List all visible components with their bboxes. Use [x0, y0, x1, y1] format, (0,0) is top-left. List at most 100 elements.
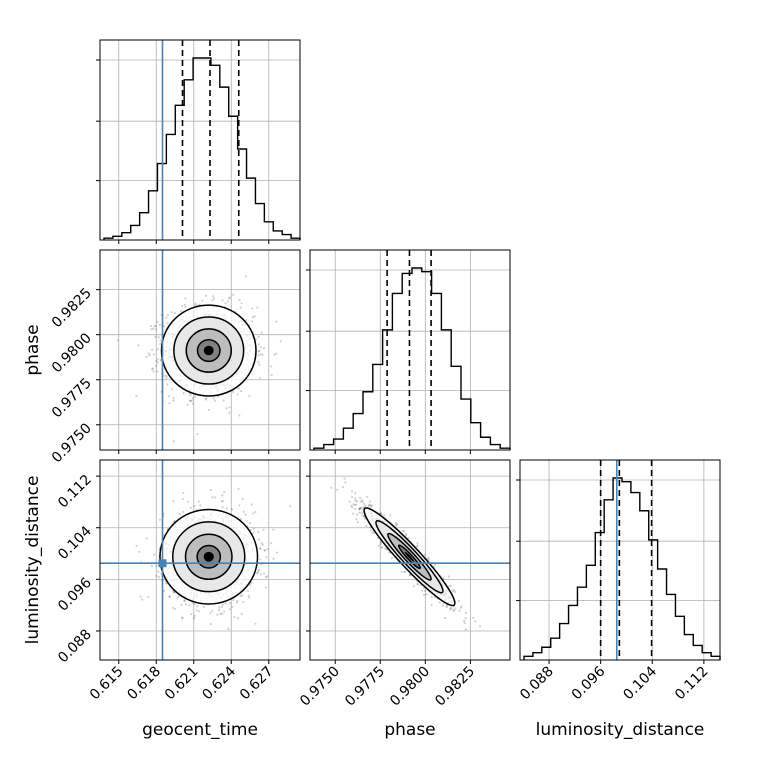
y-tick-label: 0.088	[55, 626, 95, 666]
scatter-point	[449, 608, 452, 611]
histogram-step	[523, 477, 721, 660]
scatter-point	[192, 402, 195, 405]
scatter-point	[257, 350, 260, 353]
scatter-point	[368, 500, 372, 503]
scatter-point	[401, 529, 405, 532]
x-tick-label: 0.104	[620, 663, 660, 703]
scatter-point	[235, 601, 238, 604]
y-axis-label-phase: phase	[23, 324, 43, 375]
panel-frame	[309, 249, 511, 451]
scatter-point	[353, 503, 357, 506]
scatter-point	[367, 504, 371, 507]
scatter-point	[181, 617, 184, 620]
scatter-point	[354, 507, 357, 511]
panel-frame	[99, 459, 301, 661]
scatter-point	[168, 595, 171, 598]
scatter-point	[361, 514, 364, 517]
scatter-point	[170, 311, 173, 314]
scatter-point	[273, 353, 276, 356]
scatter-point	[380, 546, 383, 549]
scatter-point	[365, 524, 368, 528]
scatter-point	[211, 496, 214, 499]
scatter-point	[232, 598, 235, 602]
x-tick-label: 0.088	[517, 664, 557, 704]
scatter-point	[348, 500, 351, 503]
scatter-point	[189, 399, 192, 402]
scatter-point	[260, 542, 263, 545]
scatter-point	[270, 365, 273, 368]
scatter-point	[279, 340, 282, 343]
scatter-point	[233, 615, 236, 619]
density-layer	[116, 275, 282, 443]
scatter-point	[207, 408, 211, 412]
scatter-point	[157, 570, 160, 573]
scatter-point	[359, 500, 362, 503]
scatter-point	[452, 608, 455, 612]
scatter-point	[240, 302, 243, 305]
scatter-point	[209, 623, 212, 626]
scatter-point	[157, 575, 161, 579]
scatter-point	[259, 573, 263, 576]
scatter-point	[165, 376, 168, 380]
scatter-point	[356, 521, 360, 524]
scatter-point	[248, 394, 251, 398]
scatter-point	[139, 595, 142, 598]
y-tick-label: 0.9775	[49, 375, 95, 421]
scatter-point	[256, 306, 259, 309]
scatter-point	[445, 604, 448, 607]
scatter-point	[151, 368, 154, 371]
scatter-point	[360, 499, 364, 502]
scatter-point	[155, 564, 158, 567]
scatter-point	[257, 335, 260, 338]
scatter-point	[463, 619, 466, 622]
scatter-point	[454, 607, 457, 611]
scatter-point	[258, 568, 261, 572]
scatter-point	[197, 500, 200, 503]
hist-panel-phase	[306, 249, 511, 454]
scatter-point	[381, 546, 384, 549]
scatter-point	[167, 395, 171, 398]
scatter-point	[336, 488, 339, 491]
scatter-point	[351, 506, 354, 509]
scatter-point	[241, 497, 244, 501]
scatter-point	[263, 549, 267, 552]
panel-frame	[309, 459, 511, 661]
scatter-point	[163, 589, 166, 593]
scatter-point	[452, 588, 455, 592]
scatter-point	[141, 598, 144, 601]
scatter-point	[166, 383, 169, 386]
scatter-point	[227, 627, 230, 630]
scatter-point	[173, 519, 176, 522]
scatter-point	[445, 605, 448, 609]
scatter-point	[204, 398, 207, 401]
scatter-point	[244, 275, 248, 278]
scatter-point	[135, 544, 138, 547]
scatter-point	[407, 537, 410, 540]
scatter-point	[377, 544, 380, 547]
scatter-point	[168, 402, 171, 405]
scatter-point	[355, 500, 358, 503]
scatter-point	[252, 512, 255, 515]
scatter-point	[379, 542, 383, 545]
scatter-point	[472, 616, 475, 620]
x-tick-label: 0.9800	[387, 664, 433, 710]
scatter-point	[240, 612, 243, 616]
scatter-point	[260, 331, 263, 334]
scatter-point	[454, 590, 457, 593]
scatter-point	[159, 343, 162, 346]
scatter-point	[265, 556, 268, 559]
scatter-point	[221, 506, 224, 509]
scatter-point	[358, 508, 361, 511]
scatter-point	[351, 512, 355, 515]
scatter-point	[155, 364, 158, 368]
panel-frame	[99, 249, 301, 451]
scatter-point	[364, 517, 367, 521]
scatter-point	[172, 591, 176, 594]
scatter-point	[404, 534, 408, 537]
scatter-point	[232, 293, 235, 296]
scatter-point	[450, 606, 453, 610]
scatter-point	[147, 352, 150, 355]
scatter-point	[228, 296, 231, 299]
scatter-point	[184, 297, 187, 300]
scatter-point	[150, 564, 154, 568]
